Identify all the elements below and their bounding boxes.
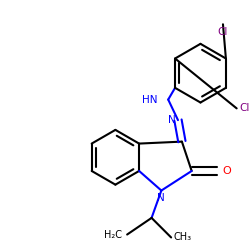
Text: Cl: Cl bbox=[239, 104, 250, 114]
Text: HN: HN bbox=[142, 94, 157, 104]
Text: CH₃: CH₃ bbox=[174, 232, 192, 242]
Text: H₂C: H₂C bbox=[104, 230, 122, 239]
Text: Cl: Cl bbox=[218, 27, 228, 37]
Text: O: O bbox=[222, 166, 231, 176]
Text: N: N bbox=[168, 115, 175, 125]
Text: N: N bbox=[158, 193, 165, 203]
